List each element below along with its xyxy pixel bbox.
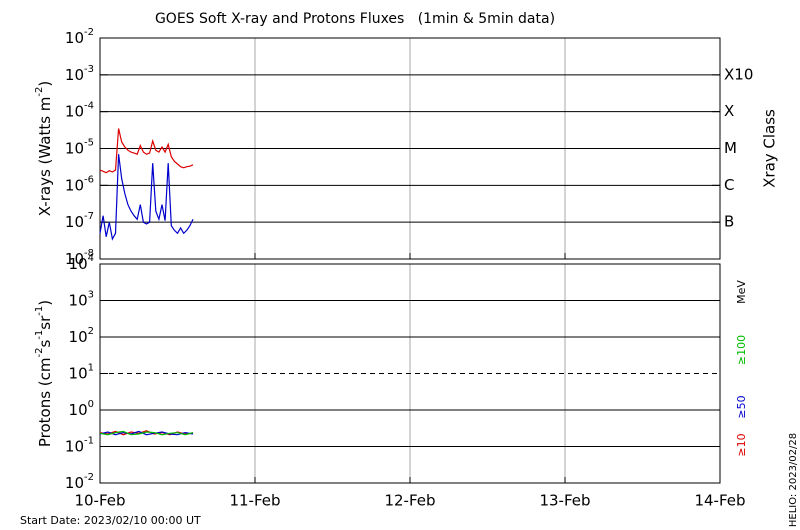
y-tick-base: 10 xyxy=(65,176,84,194)
y-tick-exp: -6 xyxy=(84,174,94,185)
series-line xyxy=(99,154,194,241)
y-tick-label: 10-2 xyxy=(65,27,94,47)
class-label: B xyxy=(724,213,734,231)
x-tick-label: 10-Feb xyxy=(74,492,125,510)
series-line xyxy=(99,430,194,436)
y-tick-label: 10-8 xyxy=(65,248,94,268)
stamp: HELIO: 2023/02/28 xyxy=(788,433,799,527)
y-label-exp: -2 xyxy=(34,348,45,358)
y-label-text: s xyxy=(36,340,54,348)
y-label: X-rays (Watts m-2) xyxy=(34,81,54,216)
y-tick-base: 10 xyxy=(69,401,88,419)
y-label-exp: -1 xyxy=(34,330,45,340)
plot-frame xyxy=(99,263,721,484)
y-tick-base: 10 xyxy=(65,474,84,492)
y-tick-base: 10 xyxy=(65,213,84,231)
y2-label: Xray Class xyxy=(761,109,779,188)
y-tick-exp: -3 xyxy=(84,64,94,75)
y-tick-label: 104 xyxy=(69,253,94,273)
y-label-text: X-rays (Watts m xyxy=(36,97,54,217)
y-tick-base: 10 xyxy=(69,328,88,346)
legend-entry: ≥100 xyxy=(735,335,748,365)
x-tick-label: 14-Feb xyxy=(694,492,745,510)
y-tick-base: 10 xyxy=(69,291,88,309)
start-date: Start Date: 2023/02/10 00:00 UT xyxy=(20,514,201,527)
y-tick-base: 10 xyxy=(65,65,84,83)
class-label: C xyxy=(724,176,734,194)
series-line xyxy=(99,430,194,436)
y-tick-label: 10-2 xyxy=(65,472,94,492)
y-tick-exp: -8 xyxy=(84,248,94,259)
y-tick-exp: -1 xyxy=(84,436,94,447)
y-tick-base: 10 xyxy=(65,139,84,157)
y-label-exp: -2 xyxy=(34,87,45,97)
y-tick-label: 101 xyxy=(69,363,94,383)
y-label-text: Protons (cm xyxy=(36,357,54,447)
y-tick-exp: -2 xyxy=(84,472,94,483)
y-tick-exp: -5 xyxy=(84,138,94,149)
y-label-text: ) xyxy=(36,81,54,87)
y-label: Protons (cm-2s-1sr-1) xyxy=(34,300,54,447)
plot-frame xyxy=(99,37,721,260)
y-tick-base: 10 xyxy=(69,364,88,382)
y-tick-base: 10 xyxy=(65,102,84,120)
class-label: M xyxy=(724,139,737,157)
y-tick-base: 10 xyxy=(65,437,84,455)
y-tick-label: 103 xyxy=(69,290,94,310)
y-tick-exp: -7 xyxy=(84,211,94,222)
y-tick-label: 10-6 xyxy=(65,174,94,194)
y-tick-label: 10-3 xyxy=(65,64,94,84)
y-tick-label: 10-5 xyxy=(65,138,94,158)
series-line xyxy=(99,128,194,174)
y-tick-label: 100 xyxy=(69,399,94,419)
y-label-exp: -1 xyxy=(34,306,45,316)
y-tick-exp: 4 xyxy=(88,253,94,264)
x-tick-label: 12-Feb xyxy=(384,492,435,510)
y-tick-exp: 1 xyxy=(88,363,94,374)
y-tick-exp: -2 xyxy=(84,27,94,38)
legend-entry: ≥50 xyxy=(735,395,748,418)
chart-title: GOES Soft X-ray and Protons Fluxes (1min… xyxy=(155,11,555,27)
legend-unit: MeV xyxy=(735,280,748,304)
x-tick-label: 13-Feb xyxy=(539,492,590,510)
x-tick-label: 11-Feb xyxy=(229,492,280,510)
y-tick-exp: -4 xyxy=(84,101,94,112)
y-tick-base: 10 xyxy=(65,250,84,268)
y-tick-exp: 0 xyxy=(88,399,94,410)
y-tick-label: 102 xyxy=(69,326,94,346)
y-tick-exp: 2 xyxy=(88,326,94,337)
class-label: X xyxy=(724,102,734,120)
y-tick-base: 10 xyxy=(65,29,84,47)
y-label-text: ) xyxy=(36,300,54,306)
y-tick-label: 10-1 xyxy=(65,436,94,456)
y-label-text: sr xyxy=(36,315,54,330)
y-tick-label: 10-4 xyxy=(65,101,94,121)
legend-entry: ≥10 xyxy=(735,433,748,456)
y-tick-base: 10 xyxy=(69,255,88,273)
y-tick-label: 10-7 xyxy=(65,211,94,231)
y-tick-exp: 3 xyxy=(88,290,94,301)
class-label: X10 xyxy=(724,65,753,83)
